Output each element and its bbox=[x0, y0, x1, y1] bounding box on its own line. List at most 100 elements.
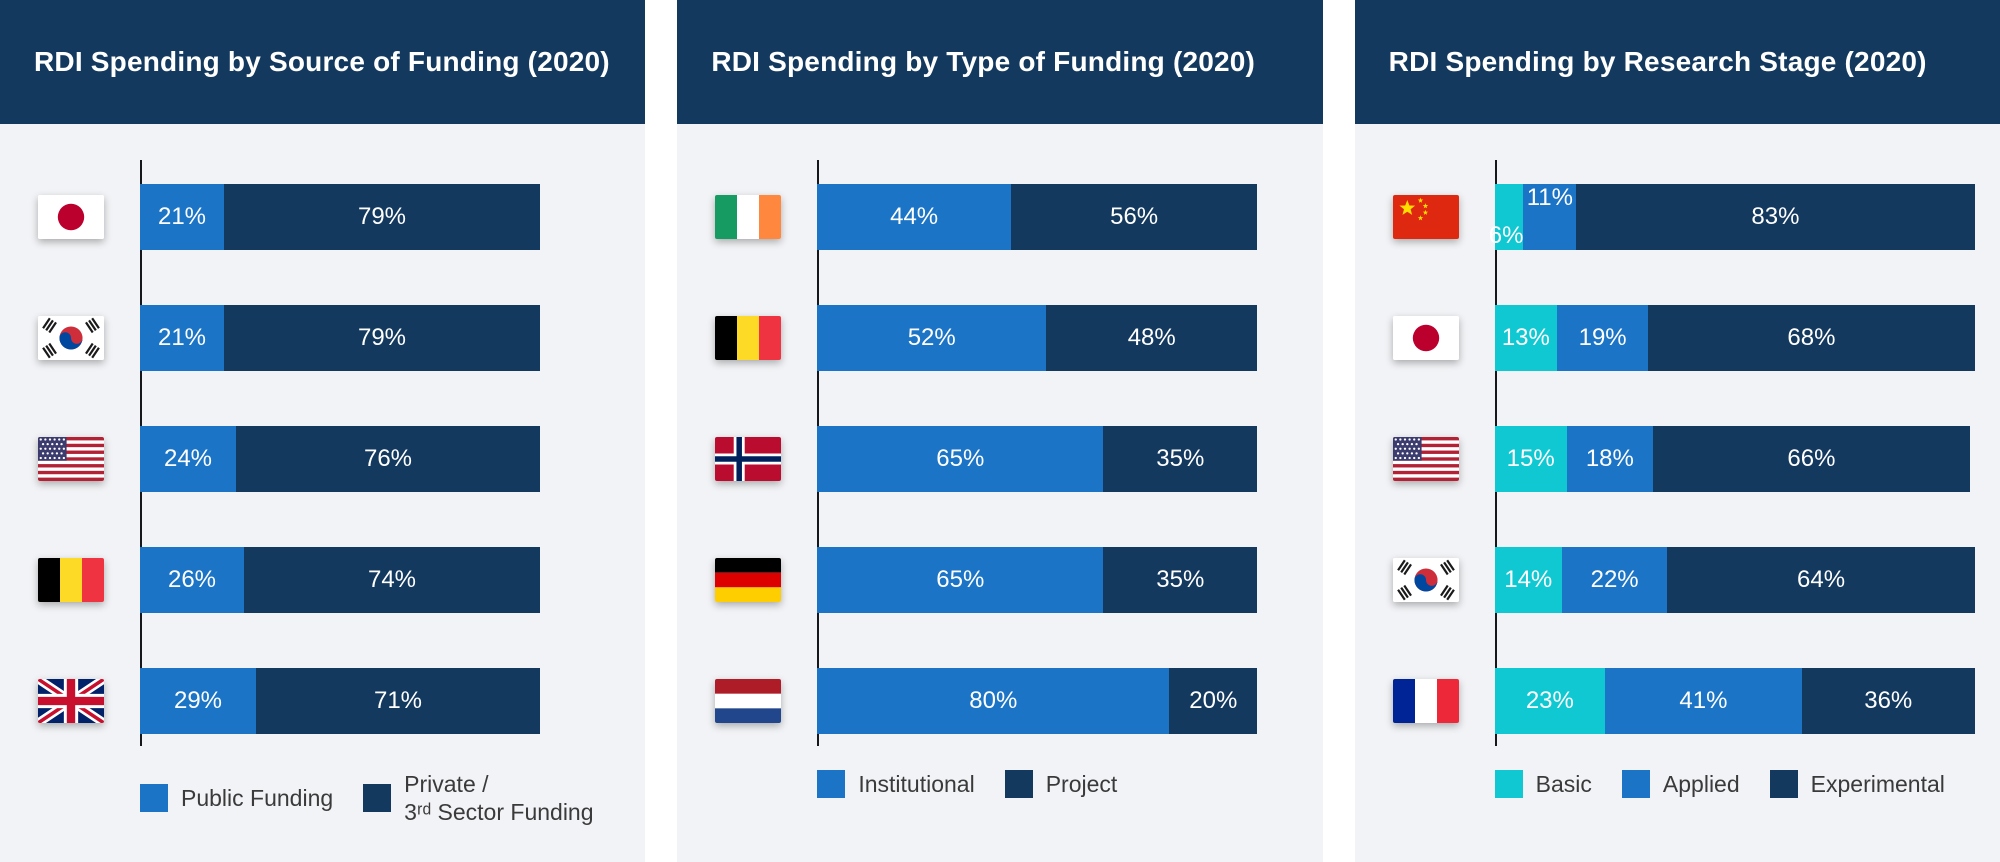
bar-value-label: 79% bbox=[357, 203, 407, 230]
stacked-bar: 14% 22% 64% bbox=[1494, 547, 1975, 613]
stacked-bar: 15% 18% 66% bbox=[1494, 426, 1975, 492]
bar-value-label: 14% bbox=[1504, 566, 1553, 593]
bar-segment-experimental: 83% bbox=[1576, 184, 1975, 250]
chart-row: 6% 11% 83% bbox=[1391, 184, 1980, 250]
bar-chart-research-stage: 6% 11% 83% 13% 19% 68% 15% 18% 66% 14% 22% 64% 23% 41… bbox=[1391, 160, 1980, 746]
legend-swatch-icon bbox=[1769, 770, 1798, 799]
bar-value-label: 68% bbox=[1787, 324, 1836, 351]
chart-row: 65% 35% bbox=[713, 426, 1302, 492]
uk-flag-icon bbox=[38, 679, 104, 723]
bar-segment-experimental: 36% bbox=[1801, 668, 1975, 734]
stacked-bar: 65% 35% bbox=[817, 426, 1258, 492]
legend-item-public-funding: Public Funding bbox=[140, 784, 334, 813]
bar-segment-experimental: 64% bbox=[1667, 547, 1975, 613]
bar-segment-project: 35% bbox=[1103, 426, 1258, 492]
bar-segment-public-funding: 29% bbox=[140, 668, 256, 734]
legend: Basic Applied Experimental bbox=[1494, 770, 1980, 799]
stacked-bar: 13% 19% 68% bbox=[1494, 305, 1975, 371]
germany-flag-icon bbox=[715, 558, 782, 602]
stacked-bar: 23% 41% 36% bbox=[1494, 668, 1975, 734]
legend-label: Applied bbox=[1662, 771, 1740, 797]
bar-segment-experimental: 68% bbox=[1648, 305, 1975, 371]
panel-body: 44% 56% 52% 48% 65% 35% 65% 35% 80% 20% Instituti… bbox=[677, 124, 1323, 862]
stacked-bar: 26% 74% bbox=[140, 547, 540, 613]
bar-segment-project: 20% bbox=[1169, 668, 1258, 734]
bar-value-label: 18% bbox=[1585, 445, 1634, 472]
chart-row: 26% 74% bbox=[36, 547, 625, 613]
bar-segment-basic: 15% bbox=[1494, 426, 1567, 492]
panel-title: RDI Spending by Source of Funding (2020) bbox=[34, 46, 610, 77]
ireland-flag-icon bbox=[715, 195, 782, 239]
bar-segment-institutional: 52% bbox=[817, 305, 1047, 371]
japan-flag-icon bbox=[38, 195, 104, 239]
bar-segment-basic: 14% bbox=[1494, 547, 1562, 613]
stacked-bar: 52% 48% bbox=[817, 305, 1258, 371]
bar-segment-institutional: 80% bbox=[817, 668, 1170, 734]
panel-title: RDI Spending by Type of Funding (2020) bbox=[711, 46, 1256, 77]
bar-value-label: 13% bbox=[1501, 324, 1550, 351]
bar-segment-project: 35% bbox=[1103, 547, 1258, 613]
bar-segment-private-3rd-sector-funding: 79% bbox=[224, 305, 540, 371]
legend-label: Public Funding bbox=[181, 785, 334, 812]
bar-segment-institutional: 44% bbox=[817, 184, 1011, 250]
usa-flag-icon bbox=[38, 437, 104, 481]
legend-swatch-icon bbox=[817, 770, 846, 799]
bar-value-label: 19% bbox=[1578, 324, 1627, 351]
stacked-bar: 21% 79% bbox=[140, 184, 540, 250]
bar-segment-applied: 19% bbox=[1557, 305, 1649, 371]
belgium-flag-icon bbox=[715, 316, 782, 360]
bar-segment-private-3rd-sector-funding: 79% bbox=[224, 184, 540, 250]
stacked-bar: 24% 76% bbox=[140, 426, 540, 492]
legend-swatch-icon bbox=[1004, 770, 1033, 799]
bar-chart-type-of-funding: 44% 56% 52% 48% 65% 35% 65% 35% 80% 20% bbox=[713, 160, 1302, 746]
bar-value-label: 26% bbox=[167, 566, 217, 593]
bar-segment-project: 48% bbox=[1046, 305, 1258, 371]
bar-value-label: 35% bbox=[1156, 566, 1205, 593]
legend-label: Experimental bbox=[1810, 771, 1945, 797]
bar-segment-applied: 22% bbox=[1561, 547, 1668, 613]
chart-row: 13% 19% 68% bbox=[1391, 305, 1980, 371]
bar-value-label: 24% bbox=[163, 445, 213, 472]
bar-segment-public-funding: 21% bbox=[140, 305, 224, 371]
bar-value-label: 15% bbox=[1506, 445, 1555, 472]
stacked-bar: 44% 56% bbox=[817, 184, 1258, 250]
panel-source-of-funding: RDI Spending by Source of Funding (2020)… bbox=[0, 0, 646, 862]
bar-value-label: 76% bbox=[363, 445, 413, 472]
belgium-flag-icon bbox=[38, 558, 104, 602]
chart-row: 21% 79% bbox=[36, 184, 625, 250]
panel-title-bar: RDI Spending by Type of Funding (2020) bbox=[677, 0, 1323, 124]
south-korea-flag-icon bbox=[1392, 558, 1459, 602]
panel-type-of-funding: RDI Spending by Type of Funding (2020) 4… bbox=[677, 0, 1323, 862]
panel-title-bar: RDI Spending by Research Stage (2020) bbox=[1354, 0, 2000, 124]
bar-segment-basic: 6% bbox=[1489, 184, 1524, 250]
chart-rows: 6% 11% 83% 13% 19% 68% 15% 18% 66% 14% 22% 64% 23% 41… bbox=[1391, 184, 1980, 734]
bar-segment-private-3rd-sector-funding: 71% bbox=[256, 668, 540, 734]
bar-value-label: 21% bbox=[157, 203, 207, 230]
bar-chart-source-of-funding: 21% 79% 21% 79% 24% 76% 26% 74% 29% 71% bbox=[36, 160, 625, 746]
panel-title-bar: RDI Spending by Source of Funding (2020) bbox=[0, 0, 646, 124]
norway-flag-icon bbox=[715, 437, 782, 481]
bar-value-label: 52% bbox=[907, 324, 956, 351]
stacked-bar: 29% 71% bbox=[140, 668, 540, 734]
legend: Institutional Project bbox=[817, 770, 1302, 799]
france-flag-icon bbox=[1392, 679, 1459, 723]
bar-value-label: 66% bbox=[1787, 445, 1836, 472]
bar-segment-private-3rd-sector-funding: 74% bbox=[244, 547, 540, 613]
legend-label: Project bbox=[1045, 771, 1118, 797]
chart-row: 52% 48% bbox=[713, 305, 1302, 371]
bar-value-label: 44% bbox=[890, 203, 939, 230]
legend-item-experimental: Experimental bbox=[1769, 770, 1945, 799]
bar-value-label: 65% bbox=[936, 445, 985, 472]
chart-row: 65% 35% bbox=[713, 547, 1302, 613]
bar-value-label: 64% bbox=[1797, 566, 1846, 593]
bar-value-label: 6% bbox=[1488, 222, 1524, 249]
bar-value-label: 83% bbox=[1751, 203, 1800, 230]
legend-swatch-icon bbox=[1494, 770, 1523, 799]
chart-row: 14% 22% 64% bbox=[1391, 547, 1980, 613]
legend-swatch-icon bbox=[363, 784, 392, 813]
panel-title: RDI Spending by Research Stage (2020) bbox=[1388, 46, 1927, 77]
bar-segment-public-funding: 26% bbox=[140, 547, 244, 613]
south-korea-flag-icon bbox=[38, 316, 104, 360]
bar-value-label: 79% bbox=[357, 324, 407, 351]
